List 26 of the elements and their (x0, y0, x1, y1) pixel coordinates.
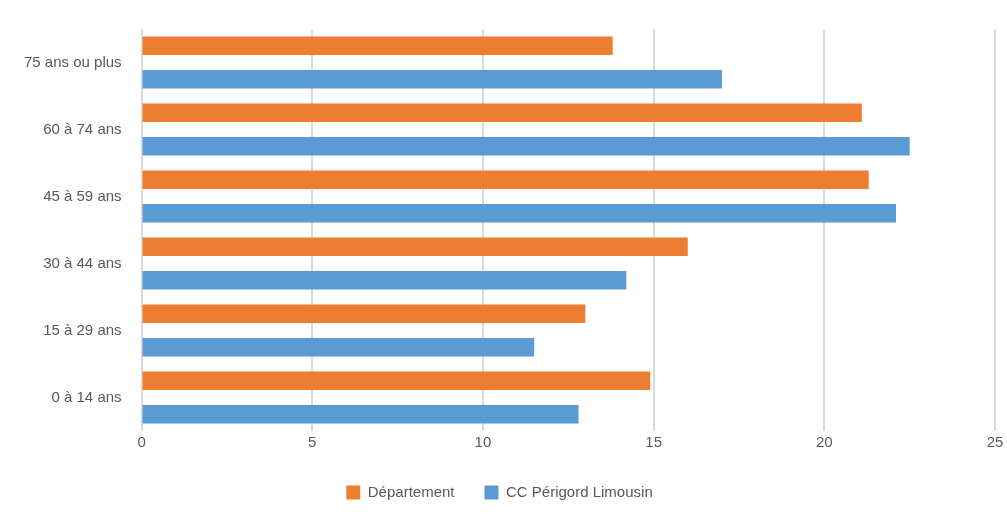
bar (142, 304, 586, 323)
bar (142, 70, 722, 89)
y-tick-label: 15 à 29 ans (43, 320, 122, 338)
bar (142, 338, 535, 357)
y-tick-label: 45 à 59 ans (43, 186, 122, 204)
y-tick-label: 60 à 74 ans (43, 119, 122, 137)
bar (142, 103, 862, 122)
bar (142, 170, 869, 189)
x-tick-label: 5 (308, 433, 317, 451)
legend-label: CC Périgord Limousin (505, 482, 653, 500)
bar (142, 36, 613, 55)
y-tick-label: 75 ans ou plus (24, 52, 122, 70)
x-tick-label: 25 (986, 433, 1004, 451)
x-tick-label: 10 (474, 433, 492, 451)
bar (142, 137, 910, 156)
bar (142, 204, 896, 223)
y-tick-label: 0 à 14 ans (51, 387, 122, 405)
bar (142, 271, 627, 290)
bar (142, 405, 579, 424)
bar (142, 371, 651, 390)
x-tick-label: 15 (645, 433, 662, 451)
bar (142, 237, 688, 256)
x-tick-label: 0 (137, 433, 146, 451)
legend-label: Département (367, 482, 456, 500)
y-tick-label: 30 à 44 ans (43, 253, 122, 271)
x-tick-label: 20 (815, 433, 833, 451)
